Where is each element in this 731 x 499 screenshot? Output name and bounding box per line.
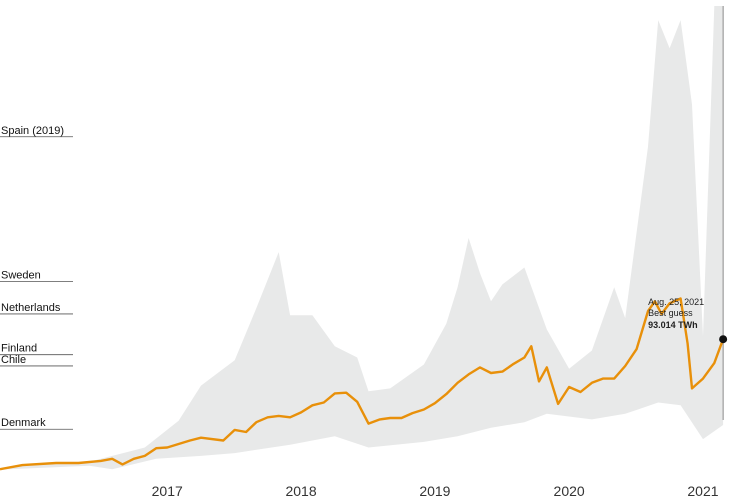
reference-label: Sweden <box>1 270 41 282</box>
reference-label: Denmark <box>1 417 46 429</box>
best-guess-line <box>0 297 725 471</box>
reference-label: Finland <box>1 343 37 355</box>
reference-label: Spain (2019) <box>1 125 64 137</box>
reference-label: Netherlands <box>1 302 61 314</box>
reference-label: Chile <box>1 354 26 366</box>
x-tick-label: 2017 <box>152 483 183 499</box>
x-tick-label: 2018 <box>285 483 316 499</box>
x-axis: 2017 2018 2019 2020 2021 <box>152 483 719 499</box>
current-value-marker[interactable] <box>719 335 728 344</box>
x-tick-label: 2021 <box>687 483 718 499</box>
annotation-value: 93.014 TWh <box>648 320 698 330</box>
x-tick-label: 2020 <box>554 483 585 499</box>
annotation-label: Best guess <box>648 308 693 318</box>
uncertainty-band <box>0 6 724 470</box>
x-tick-label: 2019 <box>419 483 450 499</box>
annotation-date: Aug. 25, 2021 <box>648 297 704 307</box>
reference-lines: Spain (2019) Sweden Netherlands FinlandChil… <box>0 125 73 430</box>
hover-annotation: Aug. 25, 2021 Best guess 93.014 TWh <box>648 297 704 330</box>
